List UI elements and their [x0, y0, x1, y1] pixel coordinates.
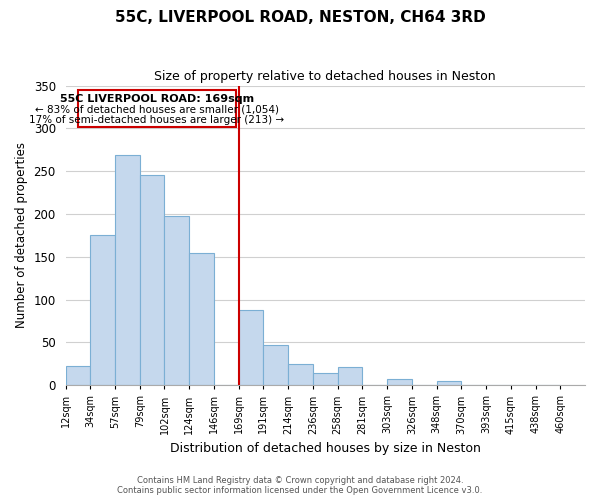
Text: 55C, LIVERPOOL ROAD, NESTON, CH64 3RD: 55C, LIVERPOOL ROAD, NESTON, CH64 3RD [115, 10, 485, 25]
Bar [189, 254, 214, 386]
Bar [65, 366, 90, 386]
Text: Contains HM Land Registry data © Crown copyright and database right 2024.
Contai: Contains HM Land Registry data © Crown c… [118, 476, 482, 495]
Bar [90, 234, 115, 386]
Text: ← 83% of detached houses are smaller (1,054): ← 83% of detached houses are smaller (1,… [35, 104, 279, 115]
X-axis label: Distribution of detached houses by size in Neston: Distribution of detached houses by size … [170, 442, 481, 455]
Bar [288, 364, 313, 386]
Text: 17% of semi-detached houses are larger (213) →: 17% of semi-detached houses are larger (… [29, 114, 284, 124]
Bar [164, 216, 189, 386]
Bar [338, 368, 362, 386]
Bar [437, 381, 461, 386]
Bar [239, 310, 263, 386]
Bar [263, 345, 288, 386]
FancyBboxPatch shape [78, 90, 236, 126]
Bar [387, 380, 412, 386]
Y-axis label: Number of detached properties: Number of detached properties [15, 142, 28, 328]
Bar [313, 374, 338, 386]
Title: Size of property relative to detached houses in Neston: Size of property relative to detached ho… [154, 70, 496, 83]
Bar [115, 155, 140, 386]
Bar [140, 174, 164, 386]
Text: 55C LIVERPOOL ROAD: 169sqm: 55C LIVERPOOL ROAD: 169sqm [60, 94, 254, 104]
